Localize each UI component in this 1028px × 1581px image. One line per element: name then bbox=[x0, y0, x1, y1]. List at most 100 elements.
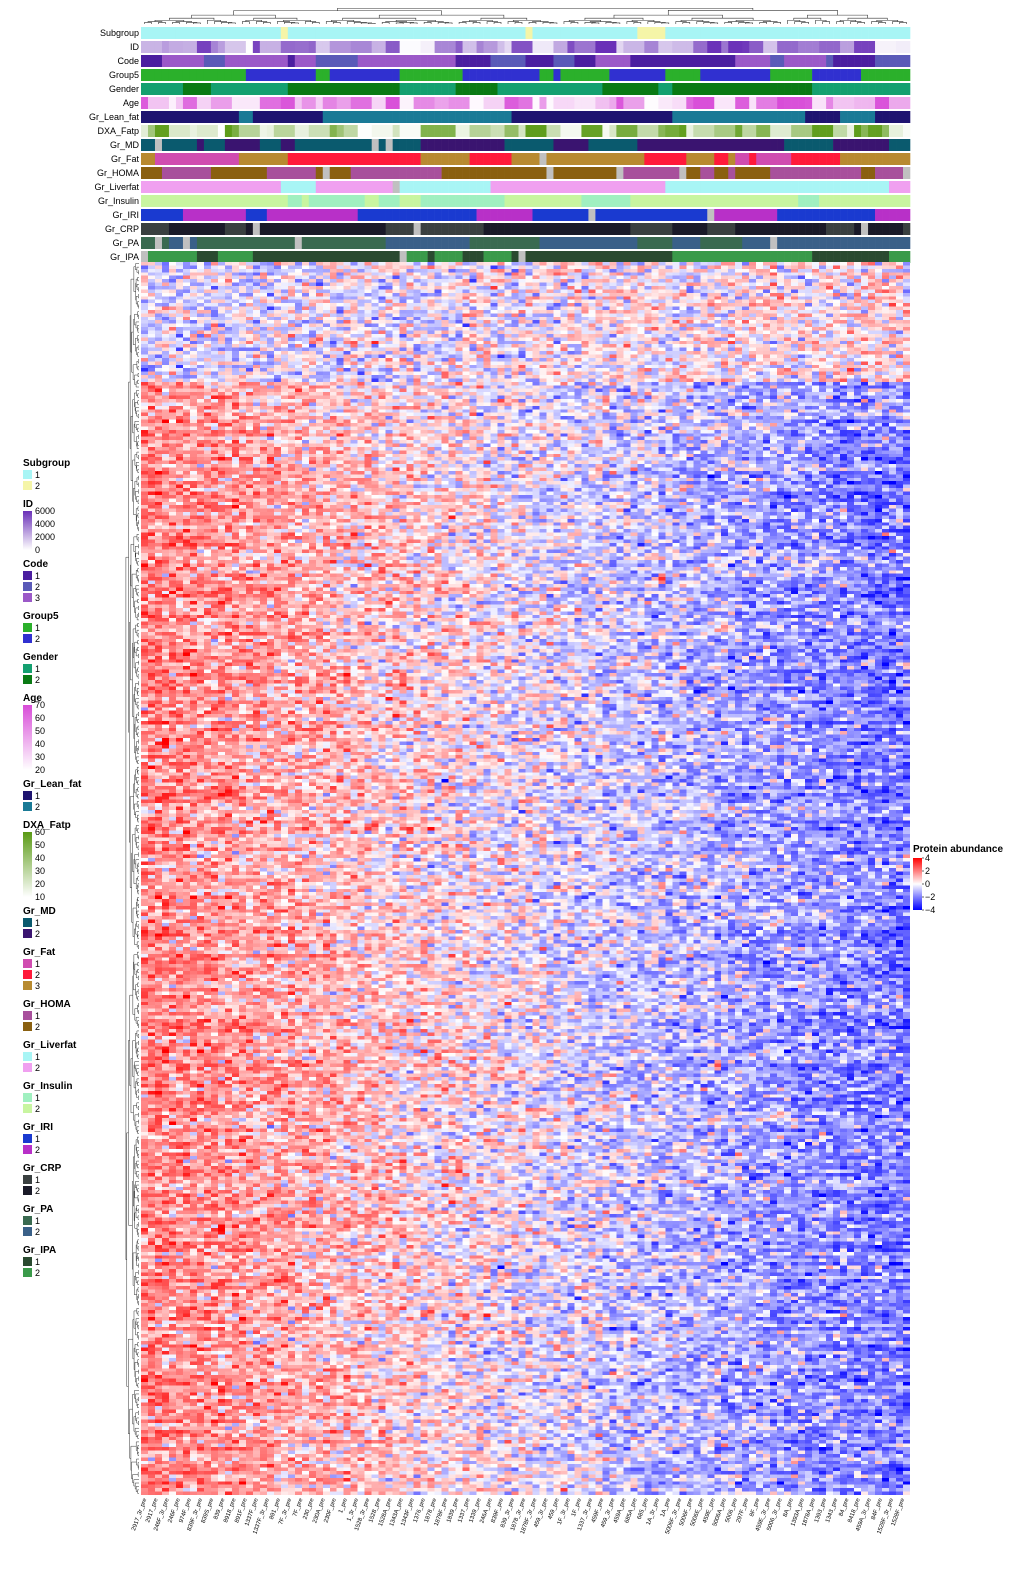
legend-swatch bbox=[23, 929, 32, 938]
track-cell bbox=[392, 97, 400, 109]
dendrogram-branch bbox=[135, 552, 139, 562]
track-cell bbox=[245, 83, 254, 95]
track-cell bbox=[413, 209, 421, 221]
track-cell bbox=[462, 69, 470, 81]
track-cell bbox=[777, 111, 785, 123]
track-cell bbox=[273, 83, 282, 95]
legend-swatch bbox=[23, 1134, 32, 1143]
annotation-track-labels: SubgroupIDCodeGroup5GenderAgeGr_Lean_fat… bbox=[89, 28, 140, 262]
track-cell bbox=[420, 27, 428, 39]
legend-swatch bbox=[23, 1145, 32, 1154]
track-cell bbox=[602, 97, 610, 109]
track-cell bbox=[588, 83, 596, 95]
track-cell bbox=[644, 41, 652, 53]
track-cell bbox=[217, 251, 226, 263]
track-cell bbox=[644, 181, 652, 193]
track-cell bbox=[763, 153, 771, 165]
track-cell bbox=[371, 55, 379, 67]
track-cell bbox=[273, 111, 282, 123]
track-cell bbox=[735, 125, 743, 137]
dendrogram-branch bbox=[135, 1441, 139, 1451]
track-cell bbox=[245, 111, 254, 123]
track-cell bbox=[854, 97, 862, 109]
track-cell bbox=[623, 181, 631, 193]
track-cell bbox=[693, 181, 701, 193]
track-cell bbox=[336, 55, 345, 67]
track-cell bbox=[364, 83, 372, 95]
track-cell bbox=[357, 195, 366, 207]
track-cell bbox=[875, 153, 883, 165]
dendrogram-branch bbox=[135, 462, 139, 469]
track-cell bbox=[714, 223, 722, 235]
track-cell bbox=[714, 181, 722, 193]
track-cell bbox=[259, 111, 268, 123]
track-cell bbox=[630, 153, 638, 165]
track-cell bbox=[511, 125, 519, 137]
track-cell bbox=[532, 251, 540, 263]
track-cell bbox=[182, 83, 191, 95]
track-cell bbox=[511, 237, 519, 249]
track-cell bbox=[231, 97, 240, 109]
track-cell bbox=[399, 209, 407, 221]
track-cell bbox=[441, 55, 449, 67]
dendrogram-branch bbox=[691, 17, 754, 21]
track-cell bbox=[693, 97, 701, 109]
track-cell bbox=[791, 139, 799, 151]
track-cell bbox=[728, 153, 736, 165]
track-cell bbox=[602, 111, 610, 123]
track-cell bbox=[238, 27, 247, 39]
track-cell bbox=[210, 55, 219, 67]
track-cell bbox=[665, 237, 673, 249]
track-cell bbox=[665, 41, 673, 53]
track-cell bbox=[707, 27, 715, 39]
track-cell bbox=[609, 195, 617, 207]
track-cell bbox=[336, 195, 345, 207]
track-cell bbox=[315, 153, 324, 165]
dendrogram-branch bbox=[612, 22, 621, 24]
track-cell bbox=[350, 237, 359, 249]
track-cell bbox=[280, 125, 289, 137]
track-cell bbox=[357, 55, 366, 67]
track-cell bbox=[637, 209, 645, 221]
track-cell bbox=[777, 125, 785, 137]
track-cell bbox=[644, 125, 652, 137]
track-cell bbox=[665, 139, 673, 151]
track-cell bbox=[196, 83, 205, 95]
track-cell bbox=[490, 195, 498, 207]
legend-swatch bbox=[23, 1257, 32, 1266]
dendrogram-branch bbox=[136, 1205, 139, 1211]
dendrogram-branch bbox=[133, 1064, 136, 1089]
track-cell bbox=[595, 83, 603, 95]
dendrogram-branch bbox=[233, 10, 442, 16]
track-cell bbox=[896, 27, 904, 39]
track-cell bbox=[553, 237, 561, 249]
dendrogram-branch bbox=[253, 17, 298, 21]
track-cell bbox=[679, 153, 687, 165]
track-cell bbox=[602, 27, 610, 39]
track-cell bbox=[602, 195, 610, 207]
track-cell bbox=[203, 41, 212, 53]
track-cell bbox=[623, 27, 631, 39]
track-cell bbox=[413, 237, 421, 249]
track-cell bbox=[812, 111, 820, 123]
legend-tick: 4000 bbox=[35, 519, 55, 529]
track-cell bbox=[854, 111, 862, 123]
track-cell bbox=[854, 223, 862, 235]
track-cell bbox=[777, 153, 785, 165]
track-cell bbox=[791, 237, 799, 249]
track-cell bbox=[455, 97, 463, 109]
track-cell bbox=[280, 251, 289, 263]
dendrogram-branch bbox=[136, 1184, 139, 1191]
track-cell bbox=[686, 27, 694, 39]
track-cell bbox=[182, 195, 191, 207]
dendrogram-branch bbox=[134, 421, 139, 428]
track-cell bbox=[763, 97, 771, 109]
track-label: Gender bbox=[109, 84, 139, 94]
track-cell bbox=[448, 97, 456, 109]
dendrogram-branch bbox=[563, 21, 575, 24]
legend-label: 2 bbox=[35, 481, 40, 491]
dendrogram-branch bbox=[568, 19, 601, 22]
track-cell bbox=[763, 55, 771, 67]
track-cell bbox=[777, 27, 785, 39]
track-cell bbox=[357, 111, 366, 123]
